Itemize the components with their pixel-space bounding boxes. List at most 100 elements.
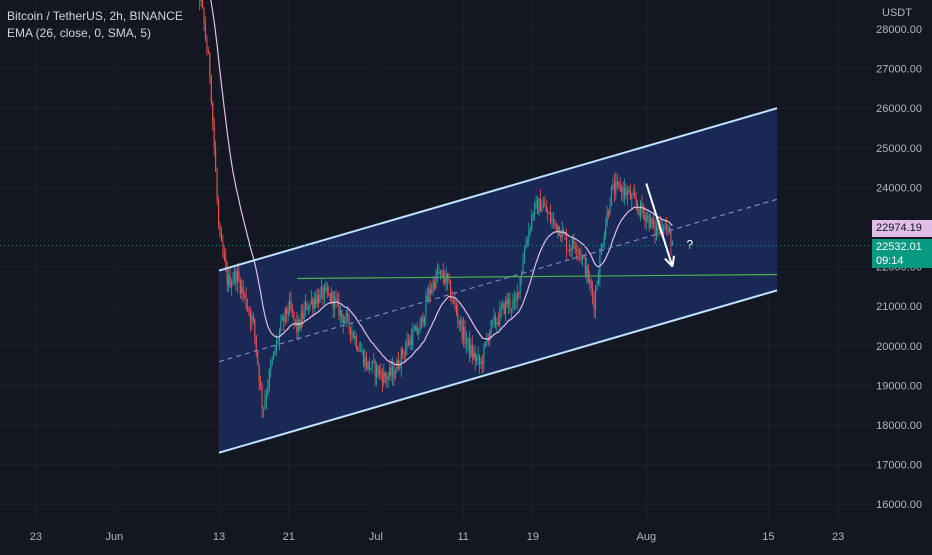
candle-body xyxy=(594,289,597,310)
candle-body xyxy=(622,187,624,196)
candle-body xyxy=(542,204,544,207)
candle-body xyxy=(202,0,204,8)
candle-body xyxy=(262,407,265,409)
candle-body xyxy=(283,317,285,322)
candle-body xyxy=(336,299,338,301)
candle-body xyxy=(302,313,304,319)
candle-body xyxy=(429,288,431,294)
candle-body xyxy=(416,326,418,335)
candle-body xyxy=(226,267,228,285)
candle-body xyxy=(602,244,604,247)
candle-body xyxy=(365,357,367,369)
price-tick-label: 25000.00 xyxy=(876,143,922,155)
candle-body xyxy=(655,226,657,236)
candle-body xyxy=(251,316,253,322)
candle-body xyxy=(538,198,540,214)
symbol-legend[interactable]: Bitcoin / TetherUS, 2h, BINANCE xyxy=(7,9,183,23)
candle-body xyxy=(358,350,360,352)
candle-body xyxy=(281,317,283,321)
candle-body xyxy=(503,303,505,314)
candle-body xyxy=(422,316,424,324)
candle-body xyxy=(523,249,526,262)
candle-body xyxy=(616,181,618,183)
candle-body xyxy=(603,236,605,245)
candle-body xyxy=(606,211,608,226)
candle-body xyxy=(403,354,405,356)
price-tick-label: 17000.00 xyxy=(876,460,922,472)
candle-body xyxy=(428,288,430,300)
candle-body xyxy=(645,216,647,222)
candle-body xyxy=(435,270,437,288)
candle-body xyxy=(426,296,428,300)
candle-body xyxy=(590,280,592,289)
candle-body xyxy=(574,245,576,250)
candle-body xyxy=(360,350,362,352)
candle-body xyxy=(632,193,634,195)
candle-body xyxy=(518,291,520,294)
candle-body xyxy=(309,302,311,309)
candle-body xyxy=(261,386,263,409)
candle-body xyxy=(312,299,314,308)
candle-body xyxy=(217,199,220,224)
candle-body xyxy=(252,316,254,320)
candle-body xyxy=(535,201,537,204)
candle-body xyxy=(332,292,334,308)
candle-body xyxy=(592,288,594,298)
candle-body xyxy=(231,283,233,288)
candle-body xyxy=(280,320,282,331)
time-axis-panel xyxy=(0,520,932,550)
time-tick-label: Jul xyxy=(369,531,383,543)
candle-body xyxy=(496,321,498,325)
candle-body xyxy=(539,198,541,212)
candle-body xyxy=(438,273,440,275)
candle-body xyxy=(526,240,528,245)
candle-body xyxy=(626,192,628,196)
candle-body xyxy=(596,283,598,290)
candle-body xyxy=(405,347,407,355)
candle-body xyxy=(374,361,376,377)
price-tick-label: 20000.00 xyxy=(876,341,922,353)
candle-body xyxy=(390,367,392,376)
candle-body xyxy=(521,271,523,277)
candle-body xyxy=(534,203,536,215)
candle-body xyxy=(465,341,468,344)
candle-body xyxy=(654,221,656,236)
candle-body xyxy=(522,261,524,272)
indicator-legend[interactable]: EMA (26, close, 0, SMA, 5) xyxy=(7,26,152,40)
candle-body xyxy=(341,309,343,316)
candle-body xyxy=(335,297,337,301)
candle-body xyxy=(536,201,539,214)
candle-body xyxy=(376,365,378,377)
candle-body xyxy=(386,377,388,380)
candle-body xyxy=(507,299,510,305)
candle-body xyxy=(347,313,349,315)
candle-body xyxy=(203,7,205,25)
last-price-tag: 22532.01 09:14 xyxy=(872,239,932,268)
candle-body xyxy=(357,347,359,351)
price-tick-label: 19000.00 xyxy=(876,380,922,392)
candle-body xyxy=(448,280,450,282)
candle-body xyxy=(531,214,533,229)
candle-body xyxy=(528,229,530,241)
candle-body xyxy=(355,335,357,348)
candle-body xyxy=(499,308,501,324)
candle-body xyxy=(505,299,507,314)
candle-body xyxy=(304,302,307,309)
ema-price-tag: 22974.19 xyxy=(872,220,932,237)
candle-body xyxy=(587,265,589,282)
candle-body xyxy=(245,293,247,307)
candle-body xyxy=(583,256,585,258)
candle-body xyxy=(418,332,420,335)
candle-body xyxy=(413,330,415,332)
candle-body xyxy=(387,376,389,380)
candle-body xyxy=(557,226,559,231)
candle-body xyxy=(352,332,354,339)
candle-body xyxy=(452,299,454,301)
candle-body xyxy=(634,193,636,199)
candle-body xyxy=(477,355,479,359)
candle-body xyxy=(415,326,417,331)
candle-body xyxy=(545,205,547,213)
candle-body xyxy=(628,190,630,193)
